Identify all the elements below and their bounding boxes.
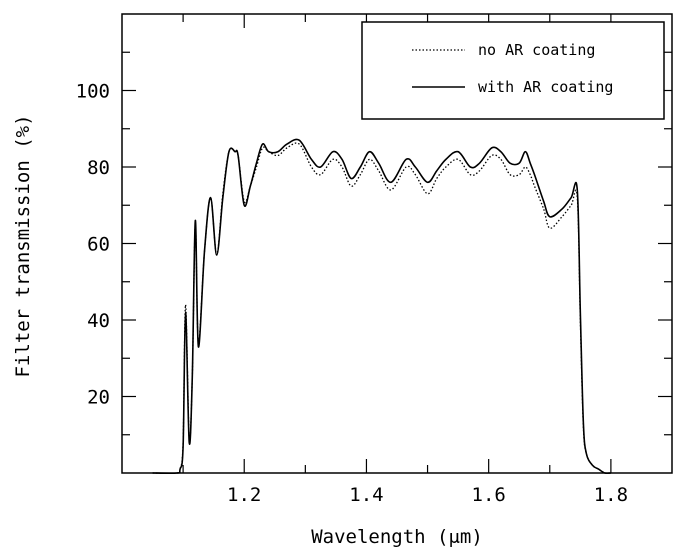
x-axis-title: Wavelength (μm) [311, 526, 483, 548]
legend-label: with AR coating [478, 78, 613, 96]
series-line-no-ar-coating [152, 142, 611, 474]
x-tick-label: 1.8 [594, 484, 628, 506]
y-tick-label: 60 [87, 234, 110, 256]
legend-box [361, 21, 665, 120]
y-axis-title: Filter transmission (%) [12, 114, 34, 377]
y-tick-label: 100 [76, 81, 110, 103]
legend: no AR coating with AR coating [361, 21, 665, 120]
series-lines [152, 138, 611, 475]
x-tick-label: 1.2 [227, 484, 261, 506]
series-line-with-ar-coating [152, 138, 611, 475]
x-tick-label: 1.6 [472, 484, 506, 506]
legend-label: no AR coating [478, 41, 595, 59]
x-tick-label: 1.4 [349, 484, 383, 506]
y-tick-label: 40 [87, 310, 110, 332]
y-tick-label: 20 [87, 387, 110, 409]
y-tick-label: 80 [87, 157, 110, 179]
axis-ticks: 1.2 1.4 1.6 1.8 20 40 60 80 100 [76, 14, 672, 506]
